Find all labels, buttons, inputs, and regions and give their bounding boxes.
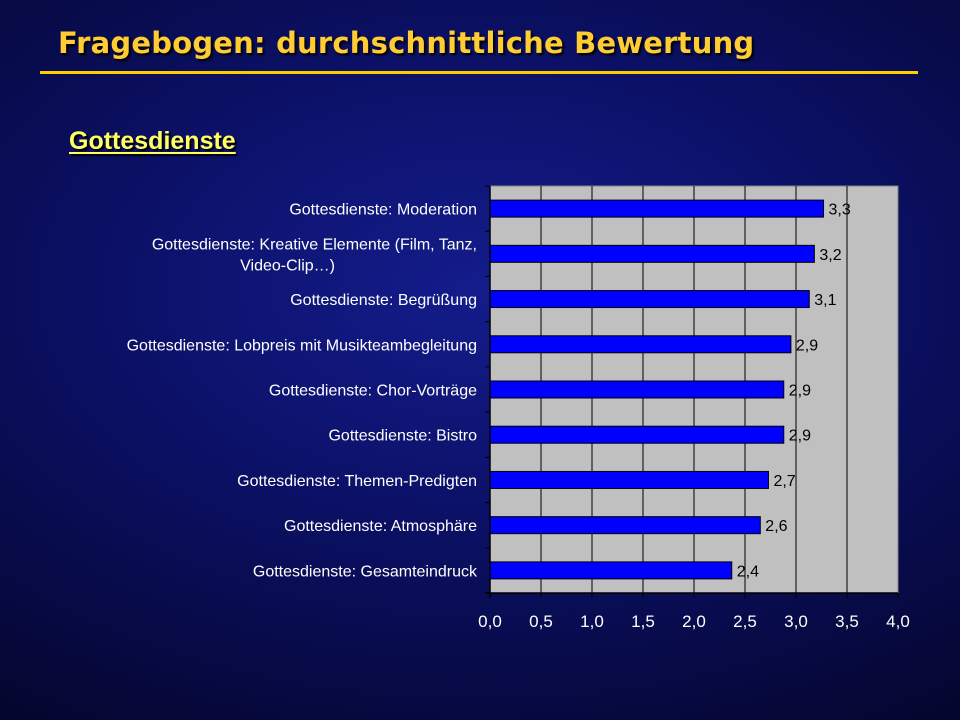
bar <box>489 199 825 218</box>
category-label: Gottesdienste: Begrüßung <box>290 292 477 309</box>
bar <box>489 380 785 399</box>
axes <box>485 185 899 598</box>
x-tick-label: 2,5 <box>733 612 757 631</box>
bar <box>489 425 785 444</box>
x-tick-label: 2,0 <box>682 612 706 631</box>
category-label: Gottesdienste: Moderation <box>289 202 477 219</box>
title-rule <box>40 71 918 74</box>
slide-title: Fragebogen: durchschnittliche Bewertung <box>58 26 755 60</box>
data-label: 3,2 <box>819 247 841 264</box>
category-label-line: Gottesdienste: Gesamteindruck <box>253 563 478 580</box>
category-label-line: Gottesdienste: Begrüßung <box>290 292 477 309</box>
category-label: Gottesdienste: Themen-Predigten <box>237 473 477 490</box>
bar <box>489 290 810 309</box>
category-label-line: Gottesdienste: Kreative Elemente (Film, … <box>152 236 477 253</box>
bar <box>489 244 815 263</box>
data-labels: 3,3 3,2 3,1 2,9 2,9 2,9 2,7 2,6 2,4 <box>737 202 851 581</box>
x-tick-label: 3,0 <box>784 612 808 631</box>
x-tick-label: 4,0 <box>886 612 910 631</box>
bar <box>489 516 761 535</box>
bar <box>489 561 733 580</box>
data-label: 2,9 <box>789 428 811 445</box>
bar <box>489 470 769 489</box>
x-tick-labels: 0,0 0,5 1,0 1,5 2,0 2,5 3,0 3,5 4,0 <box>478 612 910 631</box>
data-label: 2,9 <box>789 383 811 400</box>
x-tick-label: 1,0 <box>580 612 604 631</box>
category-label-line: Gottesdienste: Themen-Predigten <box>237 473 477 490</box>
x-tick-label: 0,0 <box>478 612 502 631</box>
category-label: Gottesdienste: Gesamteindruck <box>253 563 478 580</box>
category-label: Gottesdienste: Kreative Elemente (Film, … <box>152 236 477 274</box>
category-label: Gottesdienste: Bistro <box>328 428 477 445</box>
category-label-line: Gottesdienste: Chor-Vorträge <box>269 383 477 400</box>
category-label-line: Gottesdienste: Bistro <box>328 428 477 445</box>
data-label: 2,9 <box>796 337 818 354</box>
data-label: 2,4 <box>737 563 759 580</box>
data-label: 2,7 <box>773 473 795 490</box>
category-label-line: Gottesdienste: Atmosphäre <box>284 518 477 535</box>
x-tick-label: 1,5 <box>631 612 655 631</box>
category-label-line: Gottesdienste: Moderation <box>289 202 477 219</box>
category-labels: Gottesdienste: Moderation Gottesdienste: … <box>127 202 478 581</box>
category-label-line: Gottesdienste: Lobpreis mit Musikteambeg… <box>127 337 477 354</box>
data-label: 2,6 <box>765 518 787 535</box>
bars <box>489 199 825 580</box>
data-label: 3,1 <box>814 292 836 309</box>
x-tick-label: 3,5 <box>835 612 859 631</box>
data-label: 3,3 <box>829 202 851 219</box>
category-label-line: Video-Clip…) <box>240 257 335 274</box>
x-tick-label: 0,5 <box>529 612 553 631</box>
category-label: Gottesdienste: Lobpreis mit Musikteambeg… <box>127 337 477 354</box>
category-label: Gottesdienste: Chor-Vorträge <box>269 383 477 400</box>
section-heading: Gottesdienste <box>69 127 236 155</box>
category-label: Gottesdienste: Atmosphäre <box>284 518 477 535</box>
bar <box>489 335 792 354</box>
